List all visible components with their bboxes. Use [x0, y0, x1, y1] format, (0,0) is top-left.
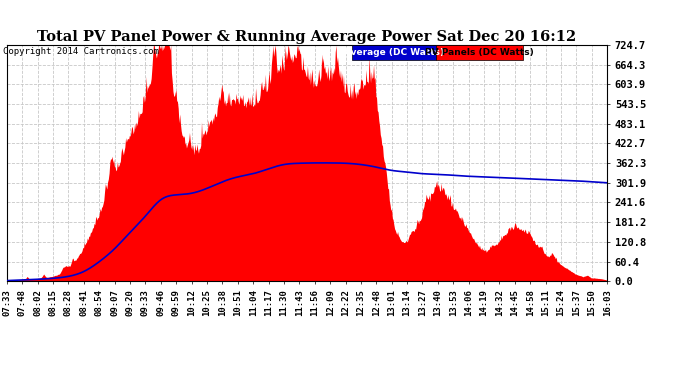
- Bar: [436, 45, 523, 60]
- Title: Total PV Panel Power & Running Average Power Sat Dec 20 16:12: Total PV Panel Power & Running Average P…: [37, 30, 577, 44]
- Text: PV Panels (DC Watts): PV Panels (DC Watts): [425, 48, 534, 57]
- Text: Average (DC Watts): Average (DC Watts): [344, 48, 444, 57]
- Text: Copyright 2014 Cartronics.com: Copyright 2014 Cartronics.com: [3, 47, 159, 56]
- Bar: [352, 45, 436, 60]
